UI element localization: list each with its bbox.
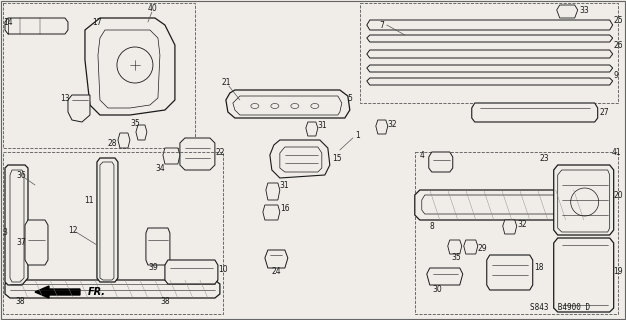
Text: 12: 12 [68, 226, 78, 235]
Bar [360, 3, 618, 103]
Polygon shape [367, 65, 613, 72]
Polygon shape [118, 133, 130, 148]
Text: 18: 18 [534, 263, 543, 273]
Text: 31: 31 [280, 180, 289, 189]
Polygon shape [98, 30, 160, 108]
Text: 4: 4 [420, 150, 424, 159]
Polygon shape [376, 120, 387, 134]
FancyArrow shape [35, 286, 80, 298]
Text: 37: 37 [16, 237, 26, 246]
Bar [415, 152, 618, 314]
Polygon shape [266, 183, 280, 200]
Polygon shape [180, 138, 215, 170]
Text: S843  B4900 D: S843 B4900 D [530, 303, 590, 313]
Polygon shape [165, 260, 218, 284]
Text: 28: 28 [108, 139, 118, 148]
Polygon shape [5, 280, 220, 298]
Text: 26: 26 [613, 41, 623, 50]
Text: 34: 34 [155, 164, 165, 172]
Text: 13: 13 [60, 93, 69, 102]
Text: 11: 11 [84, 196, 93, 204]
Polygon shape [68, 95, 90, 122]
Polygon shape [487, 255, 533, 290]
Polygon shape [5, 18, 68, 34]
Polygon shape [233, 96, 342, 115]
Polygon shape [472, 103, 598, 122]
Text: 21: 21 [222, 77, 232, 86]
Text: 35: 35 [130, 118, 140, 127]
Text: 25: 25 [613, 15, 623, 25]
Text: 20: 20 [613, 190, 623, 199]
Polygon shape [5, 165, 28, 285]
Polygon shape [146, 228, 170, 265]
Polygon shape [367, 78, 613, 85]
Text: 30: 30 [433, 285, 443, 294]
Text: 7: 7 [380, 20, 385, 29]
Text: 19: 19 [613, 268, 623, 276]
Polygon shape [422, 195, 591, 214]
Polygon shape [558, 170, 610, 232]
Text: 16: 16 [280, 204, 289, 212]
Text: 38: 38 [15, 298, 24, 307]
Text: 39: 39 [148, 263, 158, 273]
Polygon shape [280, 147, 322, 172]
Text: 36: 36 [16, 171, 26, 180]
Text: 24: 24 [272, 268, 282, 276]
Polygon shape [25, 220, 48, 265]
Bar [3, 3, 195, 148]
Polygon shape [557, 5, 578, 18]
Text: 10: 10 [218, 266, 227, 275]
Polygon shape [226, 90, 350, 118]
Polygon shape [265, 250, 288, 268]
Text: 1: 1 [355, 131, 359, 140]
Polygon shape [10, 170, 24, 282]
Polygon shape [503, 220, 516, 234]
Polygon shape [448, 240, 462, 254]
Text: 17: 17 [92, 18, 101, 27]
Text: 29: 29 [478, 244, 488, 252]
Text: 41: 41 [612, 148, 622, 156]
Text: 22: 22 [216, 148, 225, 156]
Text: 27: 27 [600, 108, 609, 116]
Polygon shape [270, 140, 330, 178]
Bar [3, 152, 223, 314]
Polygon shape [415, 190, 595, 220]
Text: 33: 33 [580, 5, 590, 14]
Polygon shape [464, 240, 478, 254]
Text: 8: 8 [430, 221, 434, 230]
Text: 5: 5 [348, 93, 352, 102]
Text: 23: 23 [540, 154, 550, 163]
Text: 40: 40 [148, 4, 158, 12]
Text: 32: 32 [387, 119, 398, 129]
Text: 31: 31 [318, 121, 327, 130]
Text: 9: 9 [613, 70, 618, 79]
Polygon shape [427, 268, 463, 285]
Polygon shape [85, 18, 175, 115]
Text: 32: 32 [518, 220, 527, 228]
Text: 3: 3 [2, 228, 7, 236]
Polygon shape [429, 152, 453, 172]
Text: 14: 14 [3, 18, 13, 27]
Polygon shape [163, 148, 180, 164]
Polygon shape [263, 205, 280, 220]
Polygon shape [100, 162, 114, 280]
Polygon shape [367, 35, 613, 42]
Text: 38: 38 [160, 298, 170, 307]
Text: FR.: FR. [88, 287, 106, 297]
Text: 15: 15 [332, 154, 341, 163]
Text: 35: 35 [452, 253, 461, 262]
Polygon shape [367, 20, 613, 30]
Polygon shape [554, 165, 613, 235]
Polygon shape [97, 158, 118, 282]
Polygon shape [554, 238, 613, 312]
Polygon shape [136, 125, 147, 140]
Polygon shape [306, 122, 318, 136]
Polygon shape [367, 50, 613, 58]
